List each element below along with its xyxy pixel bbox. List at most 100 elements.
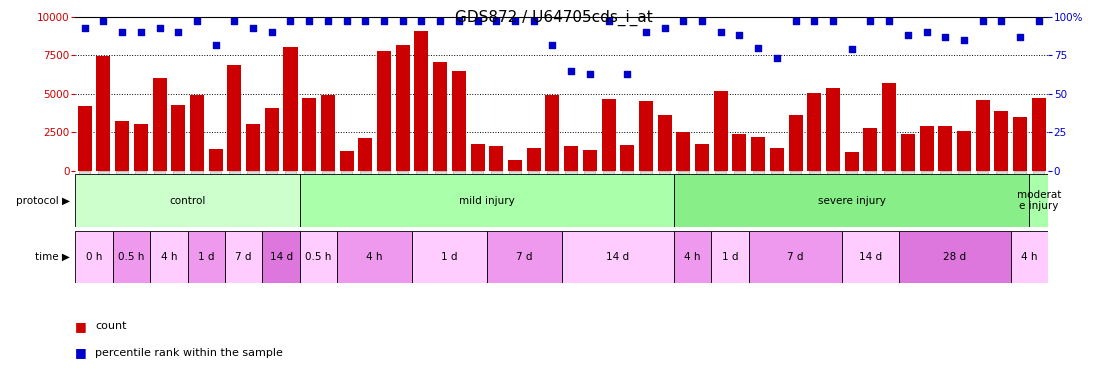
Text: 0.5 h: 0.5 h [119, 252, 145, 262]
Bar [1013, 117, 1027, 171]
Bar [789, 115, 802, 171]
Bar [75, 174, 300, 227]
Bar [507, 160, 522, 171]
Point [319, 18, 337, 24]
Bar [227, 65, 242, 171]
Bar [602, 99, 616, 171]
Bar [452, 70, 465, 171]
Point [525, 18, 543, 24]
Point [806, 18, 823, 24]
Text: time ▶: time ▶ [35, 252, 70, 262]
Bar [770, 147, 784, 171]
Bar [337, 231, 412, 283]
Bar [113, 231, 151, 283]
Point [357, 18, 375, 24]
Text: 14 d: 14 d [606, 252, 629, 262]
Bar [172, 105, 185, 171]
Point [917, 29, 935, 35]
Point [431, 18, 449, 24]
Point [151, 25, 168, 31]
Bar [976, 100, 989, 171]
Point [581, 71, 598, 77]
Bar [674, 231, 711, 283]
Text: 1 d: 1 d [441, 252, 458, 262]
Point [936, 34, 954, 40]
Text: 7 d: 7 d [516, 252, 533, 262]
Text: percentile rank within the sample: percentile rank within the sample [95, 348, 284, 357]
Point [469, 18, 486, 24]
Point [376, 18, 393, 24]
Point [544, 42, 562, 48]
Text: count: count [95, 321, 126, 331]
Point [506, 18, 524, 24]
Point [993, 18, 1010, 24]
Point [675, 18, 692, 24]
Point [75, 25, 93, 31]
Point [488, 18, 505, 24]
Bar [714, 91, 728, 171]
Point [899, 32, 916, 38]
Text: 7 d: 7 d [236, 252, 252, 262]
Point [94, 18, 112, 24]
Point [170, 29, 187, 35]
Text: 7 d: 7 d [788, 252, 804, 262]
Point [393, 18, 411, 24]
Text: 14 d: 14 d [859, 252, 882, 262]
Bar [486, 231, 562, 283]
Point [562, 68, 579, 74]
Point [300, 18, 318, 24]
Bar [300, 231, 337, 283]
Bar [115, 122, 130, 171]
Text: ■: ■ [75, 320, 88, 333]
Bar [153, 78, 166, 171]
Point [113, 29, 131, 35]
Bar [377, 51, 391, 171]
Text: 4 h: 4 h [161, 252, 177, 262]
Bar [339, 151, 353, 171]
Text: 1 d: 1 d [198, 252, 215, 262]
Text: GDS872 / U64705cds_i_at: GDS872 / U64705cds_i_at [455, 9, 653, 26]
Point [730, 32, 748, 38]
Bar [225, 231, 263, 283]
Bar [526, 148, 541, 171]
Bar [396, 45, 410, 171]
Bar [1029, 174, 1048, 227]
Bar [863, 128, 878, 171]
Point [338, 18, 356, 24]
Bar [825, 88, 840, 171]
Text: 0.5 h: 0.5 h [306, 252, 331, 262]
Bar [674, 174, 1029, 227]
Point [207, 42, 225, 48]
Bar [899, 231, 1010, 283]
Point [843, 46, 861, 52]
Point [880, 18, 897, 24]
Bar [471, 144, 484, 171]
Point [188, 18, 206, 24]
Text: 4 h: 4 h [1022, 252, 1038, 262]
Bar [414, 31, 429, 171]
Bar [151, 231, 187, 283]
Bar [842, 231, 899, 283]
Bar [263, 231, 300, 283]
Bar [920, 126, 934, 171]
Text: control: control [170, 196, 206, 206]
Point [1030, 18, 1048, 24]
Bar [358, 138, 372, 171]
Point [1012, 34, 1029, 40]
Bar [583, 150, 597, 171]
Bar [808, 93, 821, 171]
Bar [751, 137, 766, 171]
Bar [620, 145, 634, 171]
Point [712, 29, 730, 35]
Text: severe injury: severe injury [818, 196, 885, 206]
Bar [300, 174, 674, 227]
Text: mild injury: mild injury [459, 196, 515, 206]
Point [281, 18, 299, 24]
Bar [1032, 98, 1046, 171]
Bar [676, 132, 690, 171]
Point [599, 18, 617, 24]
Bar [134, 124, 147, 171]
Bar [265, 108, 279, 171]
Bar [321, 95, 335, 171]
Point [749, 45, 767, 51]
